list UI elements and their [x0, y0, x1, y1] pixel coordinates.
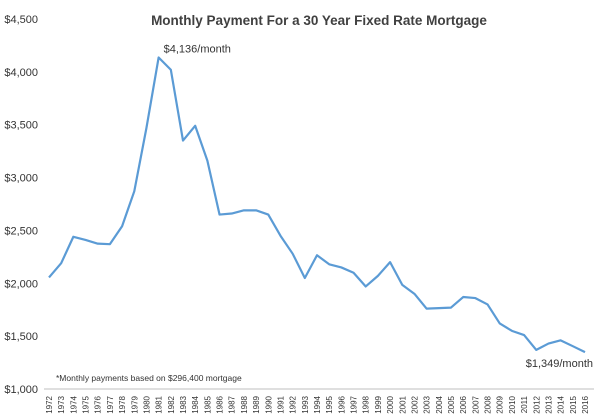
x-tick-label: 1978: [118, 395, 127, 413]
series-line: [48, 56, 586, 354]
x-tick-label: 1987: [228, 395, 237, 413]
x-tick-label: 1977: [106, 395, 115, 413]
y-tick-label: $1,500: [4, 331, 38, 343]
x-tick-label: 1973: [57, 395, 66, 413]
x-tick-label: 1992: [289, 395, 298, 413]
x-tick-label: 1983: [179, 395, 188, 413]
x-tick-label: 2009: [496, 395, 505, 413]
y-tick-label: $3,500: [4, 120, 38, 132]
x-axis-ticks: 1972 1973 1974 1975 1976 1977 1978 1979 1980 1981…: [45, 395, 590, 413]
x-tick-label: 1985: [203, 395, 212, 413]
peak-annotation: $4,136/month: [164, 43, 231, 55]
x-tick-label: 1975: [82, 395, 91, 413]
x-tick-label: 1990: [264, 395, 273, 413]
x-tick-label: 2015: [569, 395, 578, 413]
x-tick-label: 1979: [130, 395, 139, 413]
y-tick-label: $4,000: [4, 67, 38, 79]
x-tick-label: 2004: [435, 395, 444, 413]
y-tick-label: $1,000: [4, 384, 38, 396]
x-tick-label: 2002: [410, 395, 419, 413]
x-tick-label: 1986: [216, 395, 225, 413]
x-tick-label: 2010: [508, 395, 517, 413]
y-tick-label: $3,000: [4, 173, 38, 185]
x-tick-label: 1989: [252, 395, 261, 413]
x-tick-label: 1988: [240, 395, 249, 413]
x-tick-label: 1976: [94, 395, 103, 413]
x-tick-label: 2003: [423, 395, 432, 413]
x-tick-label: 2006: [459, 395, 468, 413]
x-tick-label: 2001: [398, 395, 407, 413]
x-tick-label: 2014: [557, 395, 566, 413]
x-tick-label: 1995: [325, 395, 334, 413]
x-tick-label: 1982: [167, 395, 176, 413]
x-tick-label: 1996: [337, 395, 346, 413]
footnote: *Monthly payments based on $296,400 mort…: [56, 373, 242, 383]
end-annotation: $1,349/month: [526, 358, 593, 370]
x-tick-label: 1991: [276, 395, 285, 413]
chart-title: Monthly Payment For a 30 Year Fixed Rate…: [151, 13, 487, 28]
x-tick-label: 1997: [350, 395, 359, 413]
y-tick-label: $2,500: [4, 225, 38, 237]
x-tick-label: 1974: [69, 395, 78, 413]
y-tick-label: $4,500: [4, 14, 38, 26]
x-tick-label: 1984: [191, 395, 200, 413]
y-tick-label: $2,000: [4, 278, 38, 290]
y-axis-ticks: $1,000 $1,500 $2,000 $2,500 $3,000 $3,500 $4,0…: [4, 14, 38, 396]
x-tick-label: 2012: [532, 395, 541, 413]
x-tick-label: 1998: [362, 395, 371, 413]
x-tick-label: 2011: [520, 395, 529, 413]
x-tick-label: 2013: [544, 395, 553, 413]
x-tick-label: 1999: [374, 395, 383, 413]
x-tick-label: 2016: [581, 395, 590, 413]
x-tick-label: 2007: [471, 395, 480, 413]
x-tick-label: 1972: [45, 395, 54, 413]
x-tick-label: 1980: [142, 395, 151, 413]
x-tick-label: 1994: [313, 395, 322, 413]
x-tick-label: 1981: [155, 395, 164, 413]
x-tick-label: 2000: [386, 395, 395, 413]
x-tick-label: 2008: [484, 395, 493, 413]
x-tick-label: 1993: [301, 395, 310, 413]
x-tick-label: 2005: [447, 395, 456, 413]
